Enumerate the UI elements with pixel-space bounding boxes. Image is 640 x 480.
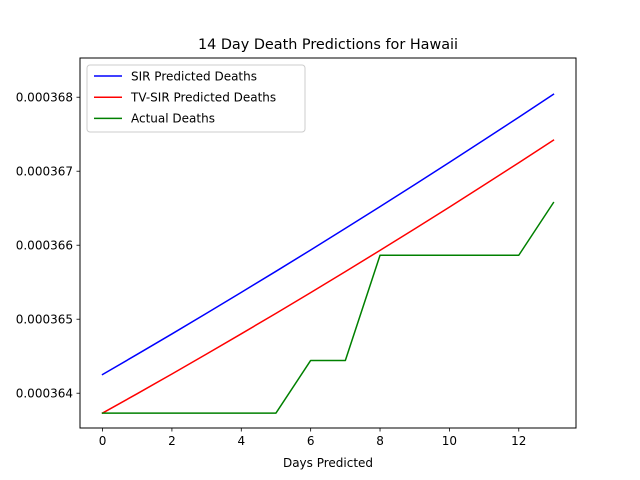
series-line-0: [101, 93, 555, 376]
legend: SIR Predicted Deaths TV-SIR Predicted Dea…: [86, 64, 306, 133]
x-axis-label: Days Predicted: [283, 456, 373, 470]
series-layer: [101, 93, 555, 415]
plot-border: [79, 57, 577, 429]
y-tick-label: 0.000367: [16, 165, 73, 179]
x-tick-label: 0: [99, 434, 107, 448]
y-tick-label: 0.000364: [16, 387, 73, 401]
x-tick-label: 12: [511, 434, 526, 448]
x-tick-label: 8: [376, 434, 384, 448]
legend-box: [86, 64, 306, 133]
x-tick-label: 4: [237, 434, 245, 448]
series-line-2: [101, 201, 555, 414]
chart-title: 14 Day Death Predictions for Hawaii: [198, 37, 458, 53]
legend-label-2: Actual Deaths: [131, 112, 215, 126]
legend-label-0: SIR Predicted Deaths: [131, 69, 257, 83]
x-tick-label: 2: [168, 434, 176, 448]
legend-label-1: TV-SIR Predicted Deaths: [130, 91, 276, 105]
y-tick-label: 0.000368: [16, 91, 73, 105]
y-axis: 0.000364 0.000365 0.000366 0.000367 0.000368: [16, 91, 80, 401]
x-axis: 0 2 4 6 8 10 12: [99, 428, 526, 448]
y-tick-label: 0.000366: [16, 239, 73, 253]
series-line-1: [101, 139, 555, 415]
y-tick-label: 0.000365: [16, 313, 73, 327]
x-tick-label: 6: [307, 434, 315, 448]
x-tick-label: 10: [442, 434, 457, 448]
